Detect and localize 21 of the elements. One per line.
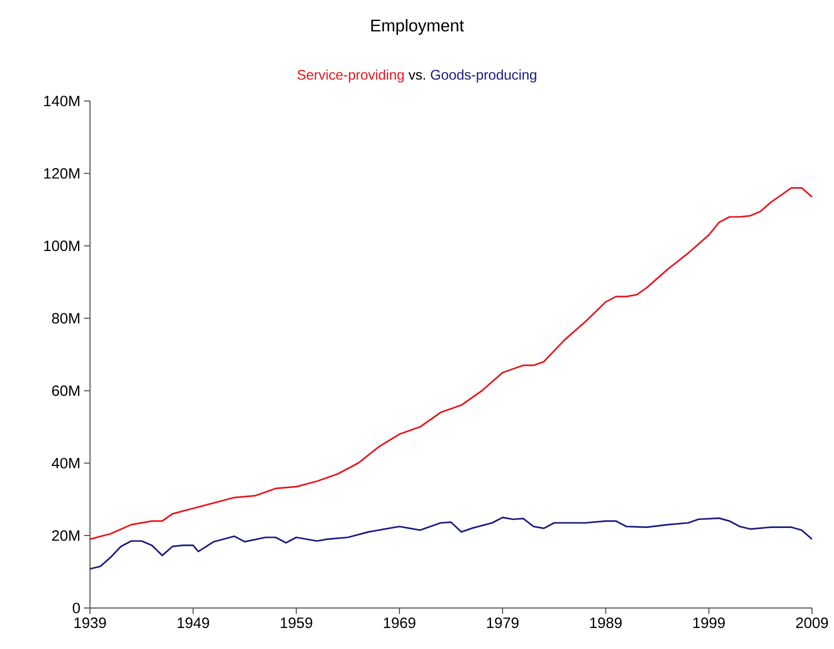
y-tick-label: 120M [44, 168, 80, 179]
y-tick-label: 100M [44, 240, 80, 252]
chart-title: Employment [371, 19, 464, 35]
x-tick-label: 1969 [384, 618, 416, 628]
y-tick-label: 40M [52, 458, 80, 468]
y-tick-label: 60M [52, 385, 80, 396]
chart-subtitle: vs. [408, 72, 426, 80]
x-tick-label: 1939 [74, 618, 106, 628]
x-tick-label: 1979 [487, 618, 518, 628]
x-tick-label: 1989 [590, 618, 622, 628]
y-tick-label: 20M [52, 530, 80, 541]
text: Service-providing [297, 69, 404, 82]
line-series [89, 516, 813, 570]
y-tick-label: 0 [72, 602, 80, 614]
x-tick-label: 1949 [178, 618, 210, 628]
y-tick-label: 140M [44, 96, 80, 106]
x-tick-label: 1959 [280, 618, 312, 628]
text: Goods-producing [430, 69, 536, 82]
x-tick-label: 1999 [693, 618, 725, 628]
y-tick-label: 80M [52, 312, 80, 324]
x-tick-label: 2009 [796, 618, 828, 628]
